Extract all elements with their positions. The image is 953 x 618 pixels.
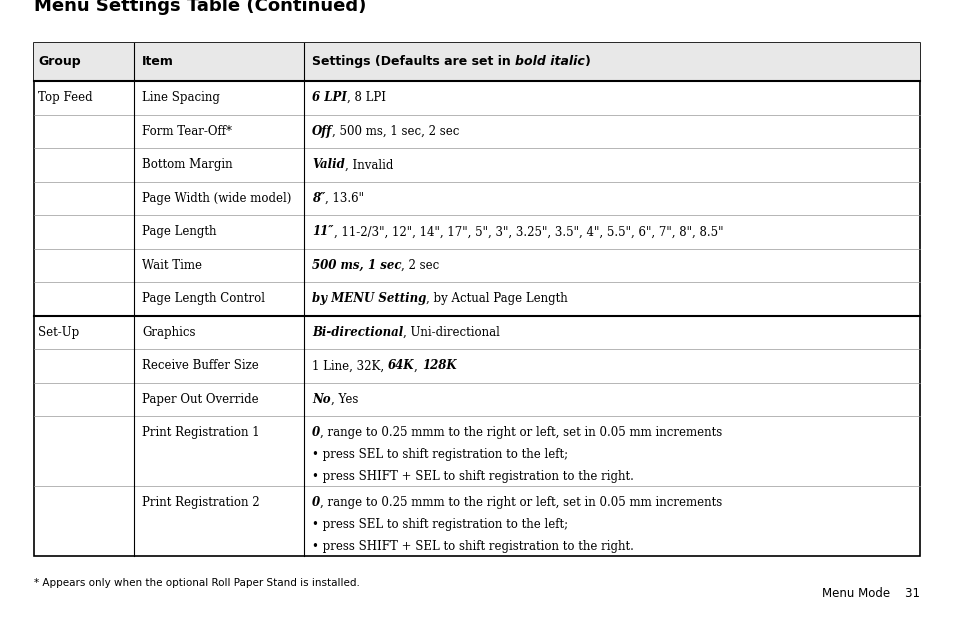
Text: Page Width (wide model): Page Width (wide model) — [142, 192, 291, 205]
Text: , range to 0.25 mmm to the right or left, set in 0.05 mm increments: , range to 0.25 mmm to the right or left… — [320, 426, 721, 439]
Text: Menu Settings Table (Continued): Menu Settings Table (Continued) — [34, 0, 366, 15]
Text: Wait Time: Wait Time — [142, 259, 202, 272]
Text: Bi-directional: Bi-directional — [312, 326, 403, 339]
Text: Paper Out Override: Paper Out Override — [142, 393, 258, 406]
Text: , by Actual Page Length: , by Actual Page Length — [426, 292, 568, 305]
Text: Off: Off — [312, 125, 332, 138]
Text: 11″: 11″ — [312, 226, 334, 239]
Text: Item: Item — [142, 56, 173, 69]
Text: • press SEL to shift registration to the left;: • press SEL to shift registration to the… — [312, 448, 568, 461]
Text: , range to 0.25 mmm to the right or left, set in 0.05 mm increments: , range to 0.25 mmm to the right or left… — [320, 496, 721, 509]
Text: , Uni-directional: , Uni-directional — [403, 326, 499, 339]
Text: bold italic: bold italic — [515, 56, 584, 69]
Text: • press SHIFT + SEL to shift registration to the right.: • press SHIFT + SEL to shift registratio… — [312, 540, 633, 553]
Text: Line Spacing: Line Spacing — [142, 91, 219, 104]
Text: , Invalid: , Invalid — [345, 158, 393, 171]
Text: • press SHIFT + SEL to shift registration to the right.: • press SHIFT + SEL to shift registratio… — [312, 470, 633, 483]
Text: 1 Line, 32K,: 1 Line, 32K, — [312, 359, 388, 373]
Bar — [34, 43, 919, 81]
Text: Receive Buffer Size: Receive Buffer Size — [142, 359, 258, 373]
Text: Page Length Control: Page Length Control — [142, 292, 265, 305]
Text: 8″: 8″ — [312, 192, 325, 205]
Text: 1 sec: 1 sec — [367, 259, 401, 272]
Text: Print Registration 1: Print Registration 1 — [142, 426, 259, 439]
Text: Settings (Defaults are set in: Settings (Defaults are set in — [312, 56, 515, 69]
Text: Set-Up: Set-Up — [38, 326, 79, 339]
Text: Top Feed: Top Feed — [38, 91, 92, 104]
Text: Bottom Margin: Bottom Margin — [142, 158, 233, 171]
Text: 0: 0 — [312, 426, 320, 439]
Bar — [34, 43, 919, 556]
Text: , 8 LPI: , 8 LPI — [347, 91, 385, 104]
Text: , Yes: , Yes — [331, 393, 357, 406]
Text: by MENU Setting: by MENU Setting — [312, 292, 426, 305]
Text: 0: 0 — [312, 496, 320, 509]
Text: Form Tear-Off*: Form Tear-Off* — [142, 125, 232, 138]
Text: 64K: 64K — [388, 359, 414, 373]
Text: Print Registration 2: Print Registration 2 — [142, 496, 259, 509]
Text: Page Length: Page Length — [142, 226, 216, 239]
Text: Valid: Valid — [312, 158, 345, 171]
Text: Graphics: Graphics — [142, 326, 195, 339]
Text: * Appears only when the optional Roll Paper Stand is installed.: * Appears only when the optional Roll Pa… — [34, 578, 359, 588]
Text: ,: , — [414, 359, 421, 373]
Text: , 13.6": , 13.6" — [325, 192, 364, 205]
Text: , 500 ms, 1 sec, 2 sec: , 500 ms, 1 sec, 2 sec — [332, 125, 459, 138]
Text: • press SEL to shift registration to the left;: • press SEL to shift registration to the… — [312, 518, 568, 531]
Text: No: No — [312, 393, 331, 406]
Text: 500 ms,: 500 ms, — [312, 259, 367, 272]
Text: 6 LPI: 6 LPI — [312, 91, 347, 104]
Text: 128K: 128K — [421, 359, 456, 373]
Text: , 11-2/3", 12", 14", 17", 5", 3", 3.25", 3.5", 4", 5.5", 6", 7", 8", 8.5": , 11-2/3", 12", 14", 17", 5", 3", 3.25",… — [334, 226, 722, 239]
Text: , 2 sec: , 2 sec — [401, 259, 439, 272]
Text: Group: Group — [38, 56, 81, 69]
Text: Menu Mode    31: Menu Mode 31 — [821, 587, 919, 600]
Text: ): ) — [584, 56, 590, 69]
